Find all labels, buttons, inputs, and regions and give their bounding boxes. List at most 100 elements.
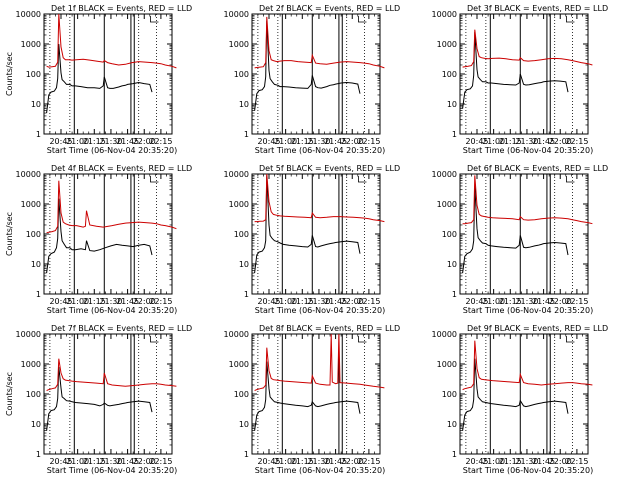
panel-9: Det 9f BLACK = Events, RED = LLD 1 10 100 10…: [432, 324, 609, 475]
y-tick-label: 10: [239, 260, 249, 269]
x-tick-label: 21:45: [116, 297, 139, 306]
y-tick-label: 10: [239, 100, 249, 109]
x-tick-label: 21:15: [83, 137, 106, 146]
y-tick-label: 100: [234, 390, 249, 399]
y-tick-label: 10: [447, 260, 457, 269]
x-tick-label: 21:30: [307, 137, 330, 146]
x-axis-label: Start Time (06-Nov-04 20:35:20): [463, 306, 593, 315]
x-tick-label: 21:15: [499, 137, 522, 146]
y-tick-label: 10000: [224, 10, 249, 19]
x-tick-label: 21:15: [291, 137, 314, 146]
x-tick-label: 22:00: [133, 457, 156, 466]
x-tick-label: 21:15: [499, 297, 522, 306]
y-tick-label: 10000: [16, 170, 41, 179]
y-tick-label: 10000: [432, 10, 457, 19]
y-tick-label: 10000: [224, 330, 249, 339]
panel-title: Det 7f BLACK = Events, RED = LLD: [51, 324, 192, 333]
y-tick-label: 100: [234, 70, 249, 79]
corner-bracket-mark: [150, 336, 159, 343]
x-tick-label: 22:00: [549, 297, 572, 306]
y-axis-label: Counts/sec: [5, 212, 14, 256]
x-tick-label: 22:15: [149, 457, 172, 466]
series-line-lld: [462, 29, 593, 68]
y-tick-label: 100: [234, 230, 249, 239]
x-tick-label: 20:45: [257, 137, 280, 146]
y-tick-label: 1000: [229, 40, 249, 49]
panel-title: Det 9f BLACK = Events, RED = LLD: [467, 324, 608, 333]
plot-frame: [43, 333, 173, 455]
x-tick-label: 21:30: [515, 137, 538, 146]
y-tick-label: 1: [244, 130, 249, 139]
y-tick-label: 1000: [21, 200, 41, 209]
x-tick-label: 22:00: [341, 297, 364, 306]
x-tick-label: 21:45: [532, 457, 555, 466]
series-line-events: [462, 32, 569, 109]
corner-bracket-mark: [150, 176, 159, 183]
plot-frame: [251, 173, 381, 295]
x-tick-label: 22:15: [357, 297, 380, 306]
x-tick-label: 22:00: [133, 297, 156, 306]
x-tick-label: 22:00: [341, 137, 364, 146]
x-tick-label: 21:45: [324, 297, 347, 306]
x-tick-label: 22:15: [357, 137, 380, 146]
x-tick-label: 21:45: [532, 297, 555, 306]
panel-8: Det 8f BLACK = Events, RED = LLD 1 10 100 10…: [224, 324, 401, 475]
x-tick-label: 21:45: [116, 457, 139, 466]
y-tick-label: 1000: [229, 200, 249, 209]
panel-4: Det 4f BLACK = Events, RED = LLD 1 10 100 10…: [5, 164, 192, 315]
y-tick-label: 10: [31, 260, 41, 269]
y-tick-label: 10: [31, 420, 41, 429]
y-tick-label: 100: [442, 230, 457, 239]
panel-3: Det 3f BLACK = Events, RED = LLD 1 10 100 10…: [432, 4, 609, 155]
series-line-lld: [46, 180, 177, 234]
y-tick-label: 1: [36, 130, 41, 139]
x-tick-label: 20:45: [465, 457, 488, 466]
series-line-lld: [254, 16, 385, 69]
x-axis-label: Start Time (06-Nov-04 20:35:20): [47, 146, 177, 155]
y-tick-label: 100: [442, 70, 457, 79]
x-tick-label: 21:45: [116, 137, 139, 146]
x-tick-label: 21:15: [499, 457, 522, 466]
x-tick-label: 21:45: [532, 137, 555, 146]
x-tick-label: 20:45: [49, 457, 72, 466]
x-tick-label: 21:00: [274, 457, 297, 466]
x-tick-label: 20:45: [257, 297, 280, 306]
x-tick-label: 21:15: [83, 297, 106, 306]
y-tick-label: 100: [26, 230, 41, 239]
panel-title: Det 2f BLACK = Events, RED = LLD: [259, 4, 400, 13]
corner-bracket-mark: [358, 336, 367, 343]
x-tick-label: 22:00: [341, 457, 364, 466]
x-axis-label: Start Time (06-Nov-04 20:35:20): [463, 466, 593, 475]
panel-5: Det 5f BLACK = Events, RED = LLD 1 10 100 10…: [224, 164, 401, 315]
y-tick-label: 1000: [229, 360, 249, 369]
series-line-events: [462, 358, 569, 431]
series-line-events: [46, 198, 153, 274]
x-tick-label: 21:00: [66, 457, 89, 466]
series-line-lld: [254, 173, 385, 223]
y-tick-label: 10000: [16, 10, 41, 19]
y-tick-label: 1: [452, 450, 457, 459]
x-tick-label: 22:15: [565, 297, 588, 306]
y-tick-label: 10: [447, 100, 457, 109]
y-tick-label: 1: [36, 450, 41, 459]
x-tick-label: 21:45: [324, 137, 347, 146]
y-tick-label: 1000: [437, 360, 457, 369]
series-line-lld: [254, 333, 385, 392]
x-axis-label: Start Time (06-Nov-04 20:35:20): [255, 466, 385, 475]
x-axis-label: Start Time (06-Nov-04 20:35:20): [255, 146, 385, 155]
x-tick-label: 20:45: [465, 297, 488, 306]
series-line-lld: [46, 13, 177, 69]
x-tick-label: 21:00: [66, 137, 89, 146]
corner-bracket-mark: [566, 16, 575, 23]
x-tick-label: 22:15: [565, 137, 588, 146]
corner-bracket-mark: [566, 336, 575, 343]
y-tick-label: 1: [452, 290, 457, 299]
series-line-lld: [46, 358, 177, 392]
plot-frame: [251, 333, 381, 455]
x-tick-label: 21:30: [515, 457, 538, 466]
x-tick-label: 21:00: [482, 297, 505, 306]
plot-frame: [459, 333, 589, 455]
x-tick-label: 21:30: [307, 457, 330, 466]
series-line-events: [46, 43, 153, 114]
x-tick-label: 22:15: [149, 137, 172, 146]
